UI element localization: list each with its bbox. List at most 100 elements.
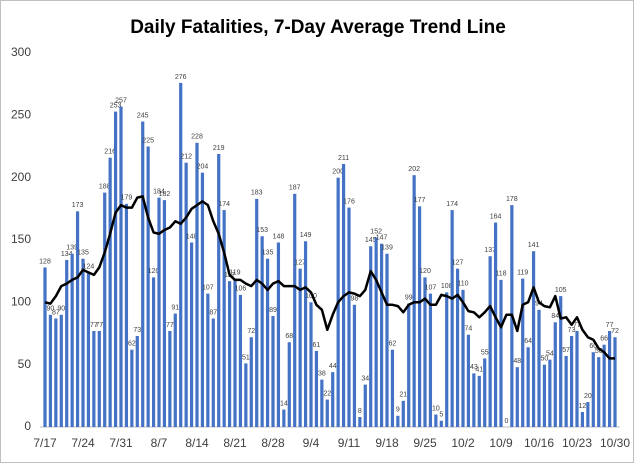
bar xyxy=(537,309,541,427)
x-tick-label: 10/9 xyxy=(489,436,513,450)
bar xyxy=(445,292,449,427)
value-label: 164 xyxy=(490,213,502,220)
value-label: 257 xyxy=(115,97,127,104)
bar xyxy=(363,384,367,427)
value-label: 177 xyxy=(414,197,426,204)
bar xyxy=(320,379,324,427)
bar xyxy=(309,302,313,427)
bar xyxy=(162,200,167,427)
bar xyxy=(179,82,183,428)
value-label: 64 xyxy=(524,338,532,345)
bar xyxy=(580,412,585,427)
value-label: 178 xyxy=(506,196,518,203)
bar xyxy=(352,304,357,427)
value-label: 38 xyxy=(318,370,326,377)
bar xyxy=(43,267,47,427)
value-label: 56 xyxy=(595,348,603,355)
bar xyxy=(521,278,525,427)
value-label: 225 xyxy=(142,137,154,144)
bar xyxy=(65,259,69,427)
bar xyxy=(282,409,286,427)
value-label: 118 xyxy=(495,271,506,278)
bar xyxy=(379,243,384,427)
value-label: 87 xyxy=(52,309,60,316)
value-label: 124 xyxy=(83,263,95,270)
value-label: 66 xyxy=(600,336,608,343)
bar xyxy=(227,281,232,427)
value-label: 145 xyxy=(365,237,377,244)
value-label: 245 xyxy=(137,112,149,119)
value-label: 22 xyxy=(323,390,331,397)
bar xyxy=(276,242,281,427)
bar xyxy=(48,314,53,427)
bar xyxy=(477,375,481,427)
bar xyxy=(244,363,248,427)
y-tick-label: 50 xyxy=(18,357,32,371)
value-label: 135 xyxy=(77,250,89,257)
value-label: 107 xyxy=(202,284,214,291)
value-label: 120 xyxy=(419,268,431,275)
x-tick-label: 9/4 xyxy=(303,436,320,450)
bar xyxy=(119,106,123,428)
value-label: 10 xyxy=(432,405,440,412)
value-label: 148 xyxy=(186,233,198,240)
value-label: 110 xyxy=(457,281,468,288)
bar xyxy=(200,172,205,427)
bar xyxy=(488,256,492,427)
value-label: 87 xyxy=(209,309,217,316)
x-tick-label: 8/14 xyxy=(185,436,209,450)
x-tick-label: 9/18 xyxy=(375,436,399,450)
bar xyxy=(531,251,536,427)
value-label: 107 xyxy=(425,284,437,291)
bar xyxy=(564,355,568,427)
bar xyxy=(597,357,601,427)
value-label: 100 xyxy=(305,293,317,300)
value-label: 54 xyxy=(546,351,554,358)
value-label: 0 xyxy=(504,418,508,425)
value-label: 68 xyxy=(285,333,293,340)
bar xyxy=(483,358,487,427)
value-label: 108 xyxy=(441,283,453,290)
bar xyxy=(103,192,107,427)
bar xyxy=(390,349,395,427)
bar xyxy=(553,322,557,427)
value-label: 5 xyxy=(439,412,443,419)
value-label: 141 xyxy=(528,242,540,249)
y-tick-label: 300 xyxy=(11,45,31,59)
bar xyxy=(434,414,438,427)
value-label: 94 xyxy=(535,301,543,308)
value-label: 73 xyxy=(568,327,576,334)
bar xyxy=(195,142,199,427)
value-label: 202 xyxy=(408,166,420,173)
bar xyxy=(189,242,194,427)
bar xyxy=(113,111,118,428)
bar xyxy=(157,197,161,427)
x-tick-label: 10/16 xyxy=(524,436,554,450)
value-label: 152 xyxy=(370,228,382,235)
value-label: 77 xyxy=(166,322,174,329)
bar xyxy=(173,313,177,427)
bar xyxy=(81,258,85,427)
value-label: 20 xyxy=(584,393,592,400)
value-label: 90 xyxy=(47,306,55,313)
x-tick-label: 7/24 xyxy=(71,436,95,450)
x-tick-label: 7/31 xyxy=(109,436,133,450)
value-label: 119 xyxy=(517,269,528,276)
bar xyxy=(184,162,188,427)
value-label: 184 xyxy=(153,188,165,195)
bar xyxy=(466,334,471,427)
x-tick-label: 8/28 xyxy=(261,436,285,450)
value-label: 174 xyxy=(446,201,458,208)
bar xyxy=(303,241,308,427)
bar xyxy=(369,246,373,427)
bar xyxy=(298,268,302,427)
bar xyxy=(417,206,422,427)
bar xyxy=(347,207,351,427)
value-label: 74 xyxy=(465,326,473,333)
bar xyxy=(314,350,319,427)
trend-line xyxy=(44,195,615,360)
bar xyxy=(86,272,91,427)
bar xyxy=(151,277,156,427)
value-label: 72 xyxy=(247,328,255,335)
y-tick-label: 150 xyxy=(11,232,31,246)
